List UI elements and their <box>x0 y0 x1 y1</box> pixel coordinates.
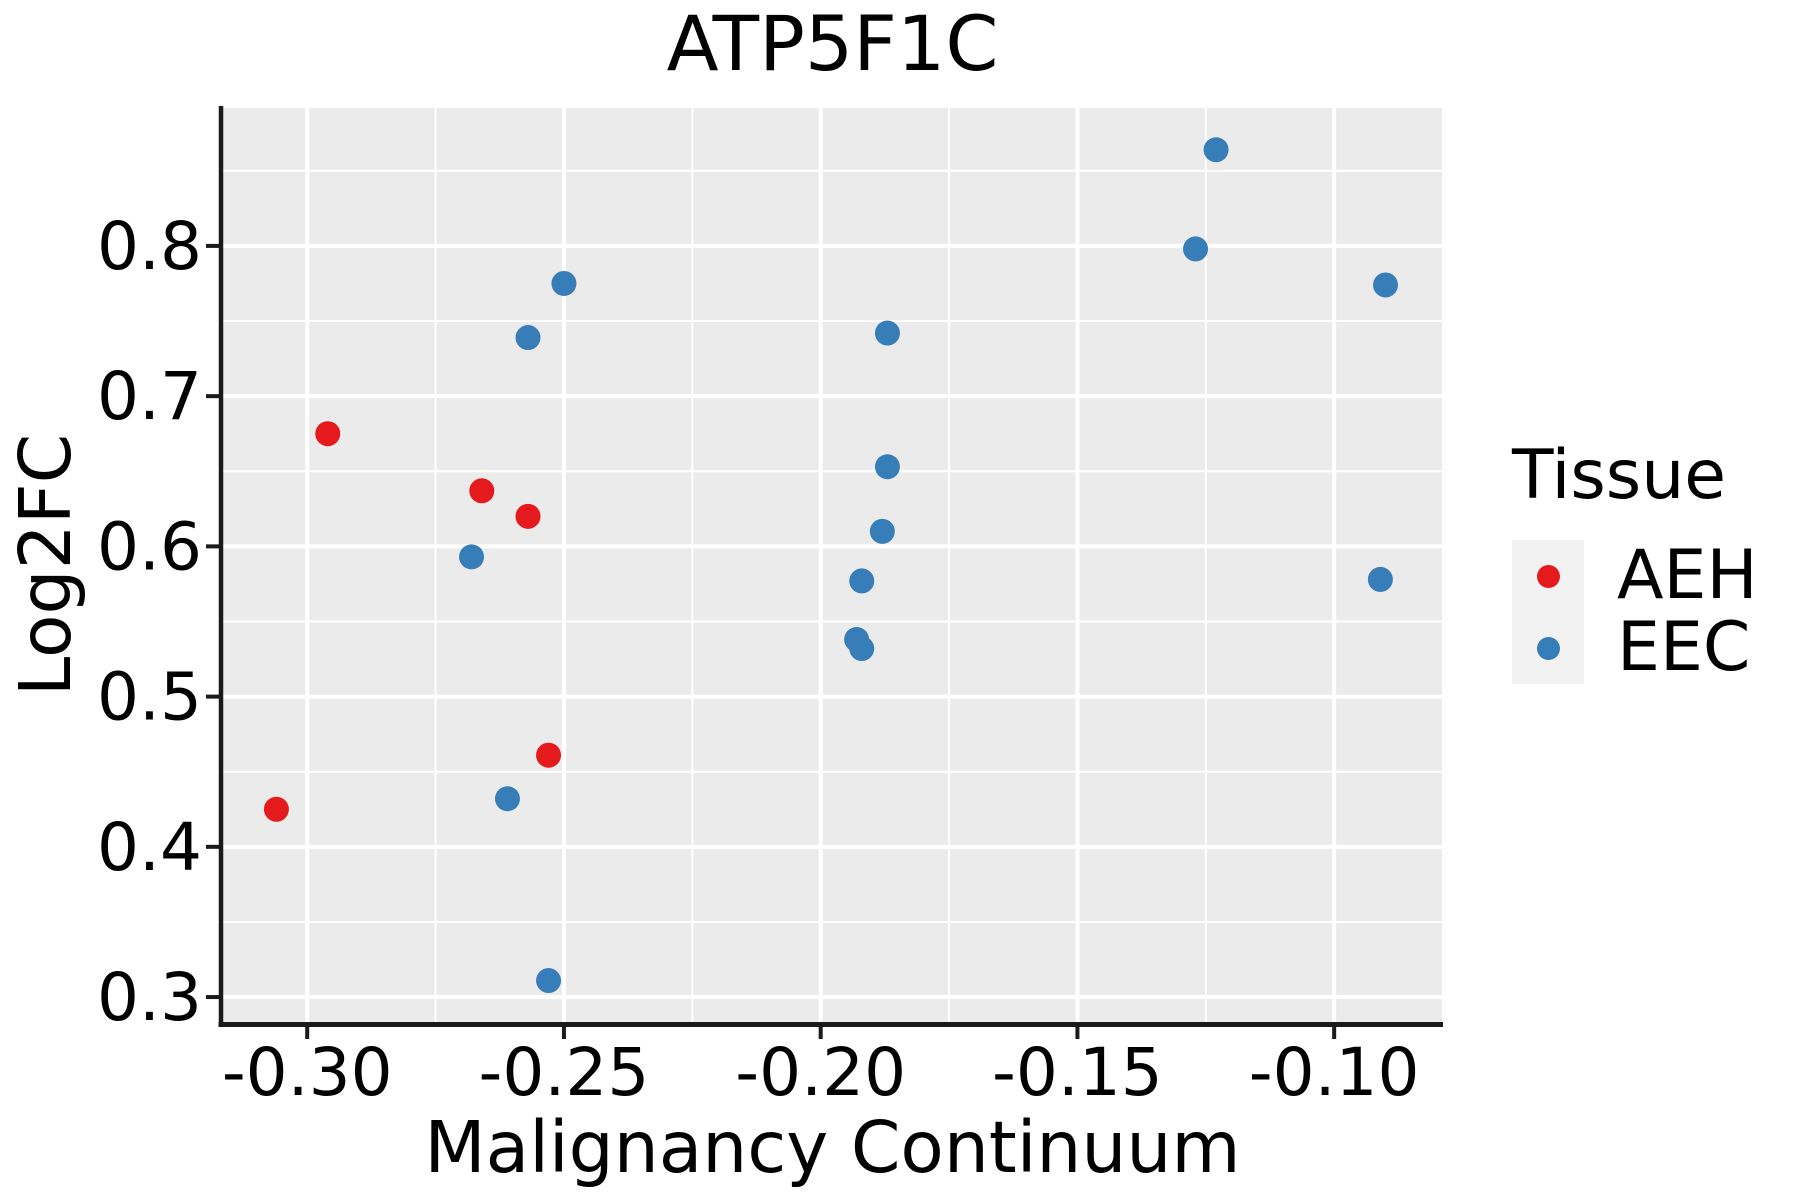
eec-point-icon <box>1536 636 1560 660</box>
legend-key-aeh <box>1512 540 1584 612</box>
data-point-aeh <box>536 742 562 768</box>
data-point-aeh <box>469 478 495 504</box>
x-tick-label: -0.25 <box>479 1034 650 1111</box>
x-tick-label: -0.30 <box>222 1034 393 1111</box>
y-tick-label: 0.3 <box>97 959 202 1036</box>
data-point-eec <box>869 518 895 544</box>
data-point-eec <box>551 270 577 296</box>
data-point-eec <box>874 320 900 346</box>
data-point-eec <box>536 968 562 994</box>
x-tick-label: -0.10 <box>1249 1034 1420 1111</box>
x-tick-label: -0.15 <box>992 1034 1163 1111</box>
data-point-eec <box>849 636 875 662</box>
plot-title: ATP5F1C <box>666 0 999 88</box>
panel-background <box>223 108 1442 1022</box>
y-tick-label: 0.6 <box>97 508 202 585</box>
data-point-aeh <box>315 421 341 447</box>
data-point-eec <box>515 325 541 351</box>
x-axis-title: Malignancy Continuum <box>424 1106 1241 1189</box>
data-point-eec <box>849 568 875 594</box>
y-tick-label: 0.8 <box>97 208 202 285</box>
x-tick-label: -0.20 <box>735 1034 906 1111</box>
legend-key-eec <box>1512 612 1584 684</box>
data-point-eec <box>1367 566 1393 592</box>
data-point-aeh <box>515 503 541 529</box>
legend-title: Tissue <box>1512 436 1727 515</box>
legend-label-aeh: AEH <box>1617 536 1758 615</box>
y-axis-title: Log2FC <box>4 433 87 697</box>
data-point-eec <box>1373 272 1399 298</box>
y-tick-label: 0.4 <box>97 809 202 886</box>
data-point-eec <box>1183 236 1209 262</box>
legend-label-eec: EEC <box>1617 608 1751 687</box>
y-tick-label: 0.5 <box>97 659 202 736</box>
data-point-eec <box>1203 137 1229 163</box>
data-point-eec <box>874 454 900 480</box>
data-point-eec <box>494 786 520 812</box>
data-point-aeh <box>263 796 289 822</box>
y-tick-label: 0.7 <box>97 358 202 435</box>
data-point-eec <box>459 544 485 570</box>
aeh-point-icon <box>1536 564 1560 588</box>
